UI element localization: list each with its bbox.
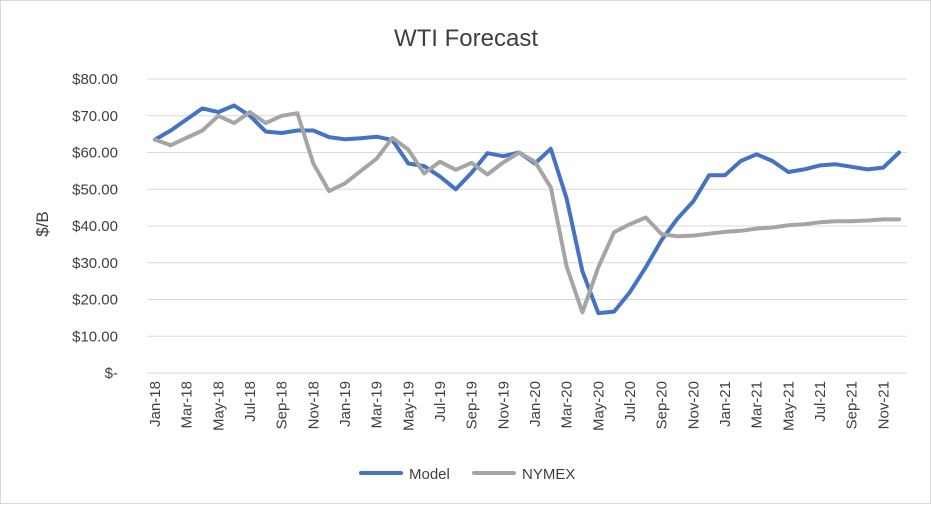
y-tick-label: $60.00 xyxy=(72,145,118,162)
series-line-nymex xyxy=(152,110,902,315)
x-tick-label: Jan-19 xyxy=(337,381,354,427)
x-tick-label: May-20 xyxy=(590,381,607,431)
x-tick-label: Sep-20 xyxy=(654,381,671,429)
x-tick-label: Sep-18 xyxy=(274,381,291,429)
x-tick-label: May-18 xyxy=(210,381,227,431)
legend-label-nymex: NYMEX xyxy=(522,466,575,483)
x-tick-label: Mar-18 xyxy=(179,381,196,429)
x-tick-label: Mar-21 xyxy=(749,381,766,429)
y-tick-label: $20.00 xyxy=(72,292,118,309)
x-tick-label: Nov-20 xyxy=(685,381,702,429)
x-tick-label: Nov-18 xyxy=(305,381,322,429)
x-tick-label: May-19 xyxy=(400,381,417,431)
x-tick-label: Jul-20 xyxy=(622,381,639,422)
y-tick-label: $- xyxy=(105,365,118,382)
x-tick-label: Jul-19 xyxy=(432,381,449,422)
x-tick-label: Jan-21 xyxy=(717,381,734,427)
legend-label-model: Model xyxy=(409,466,450,483)
y-tick-label: $40.00 xyxy=(72,218,118,235)
chart-title: WTI Forecast xyxy=(394,25,538,52)
x-tick-label: Sep-21 xyxy=(844,381,861,429)
gridlines xyxy=(147,78,907,337)
x-tick-label: Jan-18 xyxy=(147,381,164,427)
y-tick-label: $80.00 xyxy=(72,71,118,88)
y-axis-tick-labels: $- $10.00 $20.00 $30.00 $40.00 $50.00 $60.00 $7… xyxy=(72,71,118,382)
x-tick-label: May-21 xyxy=(780,381,797,431)
y-tick-label: $70.00 xyxy=(72,108,118,125)
x-tick-label: Jan-20 xyxy=(527,381,544,427)
y-axis-title: $/B xyxy=(33,211,52,237)
series-line-model xyxy=(152,103,902,316)
x-tick-label: Jul-18 xyxy=(242,381,259,422)
x-tick-label: Jul-21 xyxy=(812,381,829,422)
x-tick-label: Mar-19 xyxy=(369,381,386,429)
x-tick-label: Sep-19 xyxy=(464,381,481,429)
x-axis-tick-labels: Jan-18 Mar-18 May-18 Jul-18 Sep-18 Nov-18 Jan-… xyxy=(147,381,892,431)
x-tick-label: Mar-20 xyxy=(559,381,576,429)
legend: Model NYMEX xyxy=(359,466,575,483)
series-lines xyxy=(152,103,902,316)
y-tick-label: $50.00 xyxy=(72,181,118,198)
x-tick-label: Nov-21 xyxy=(875,381,892,429)
y-tick-label: $30.00 xyxy=(72,255,118,272)
x-tick-label: Nov-19 xyxy=(495,381,512,429)
y-tick-label: $10.00 xyxy=(72,328,118,345)
